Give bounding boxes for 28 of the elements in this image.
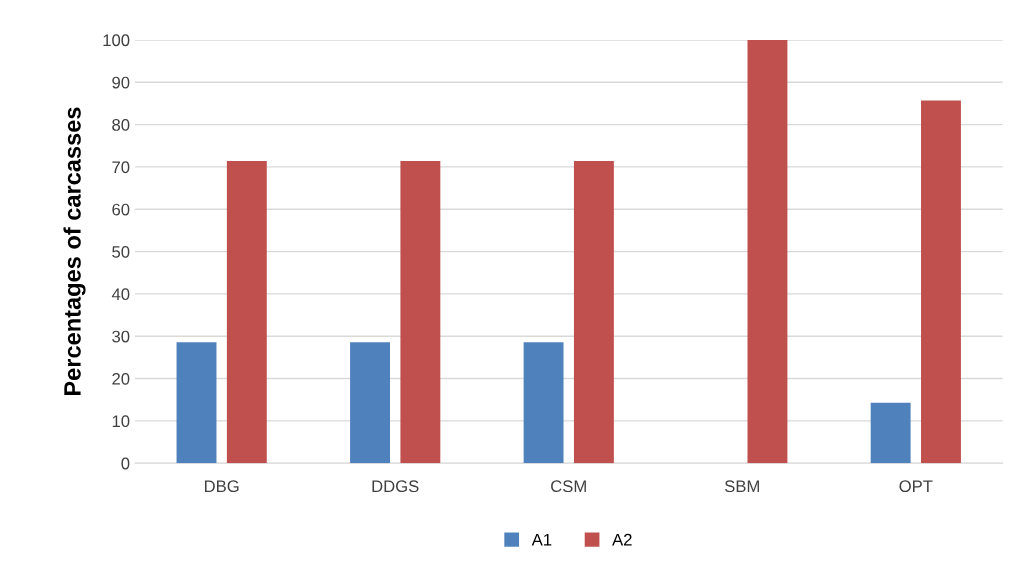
y-tick-label: 80 [112, 119, 130, 131]
bar [747, 39, 788, 464]
x-tick-label: OPT [899, 480, 933, 493]
legend-label: A2 [612, 533, 632, 546]
y-tick-label: 20 [112, 372, 130, 385]
y-tick-label: 40 [111, 288, 130, 301]
y-tick-label: 100 [103, 34, 130, 47]
y-tick-label: 90 [112, 76, 130, 89]
bar [350, 342, 390, 464]
bar [523, 342, 564, 464]
x-tick-label: DDGS [372, 480, 419, 493]
y-tick-label: 60 [112, 203, 130, 216]
x-tick-label: CSM [551, 480, 586, 493]
bar [226, 161, 267, 464]
bar [573, 161, 614, 464]
y-tick-label: 70 [112, 161, 130, 174]
bar [870, 402, 911, 464]
bar [176, 342, 217, 464]
y-axis-title: Percentages of carcasses [63, 107, 86, 396]
bar [400, 161, 441, 464]
bar [921, 100, 961, 464]
y-tick-label: 10 [112, 415, 130, 428]
y-tick-label: 50 [112, 245, 130, 258]
x-tick-label: SBM [724, 480, 759, 493]
legend-label: A1 [531, 533, 552, 546]
x-tick-label: DBG [204, 480, 239, 493]
y-tick-label: 0 [121, 457, 130, 470]
y-tick-label: 30 [112, 330, 130, 343]
